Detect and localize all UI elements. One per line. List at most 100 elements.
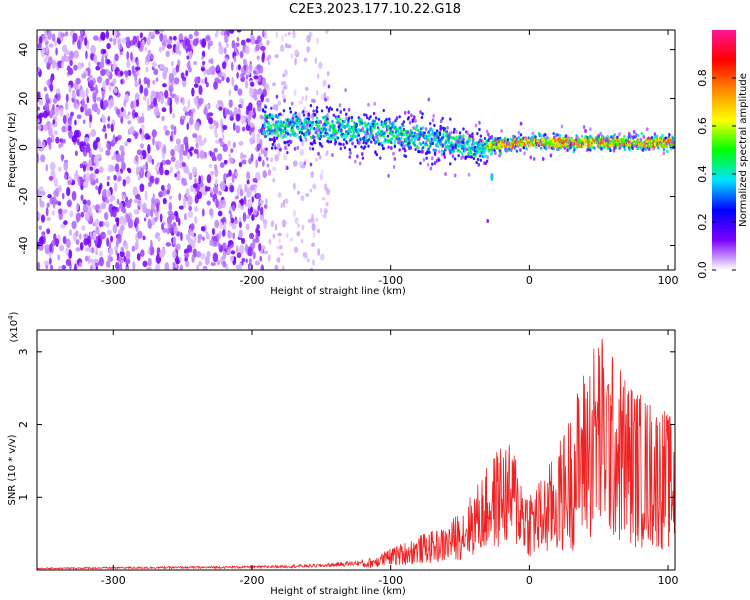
heatmap-blob [422, 145, 425, 150]
heatmap-blob [485, 159, 489, 163]
heatmap-blob [82, 199, 87, 205]
heatmap-blob [583, 144, 587, 148]
heatmap-blob [466, 131, 469, 136]
heatmap-blob [238, 161, 243, 168]
heatmap-blob [104, 132, 108, 140]
heatmap-blob [323, 92, 327, 99]
heatmap-blob [200, 253, 206, 260]
heatmap-blob [96, 96, 102, 102]
heatmap-blob [242, 212, 247, 222]
heatmap-blob [442, 135, 445, 140]
heatmap-blob [62, 114, 67, 124]
heatmap-blob [67, 55, 71, 62]
heatmap-blob [256, 64, 262, 70]
heatmap-blob [63, 220, 68, 226]
heatmap-blob [267, 254, 271, 262]
heatmap-blob [84, 103, 88, 112]
heatmap-blob [59, 138, 64, 143]
heatmap-blob [320, 94, 324, 101]
heatmap-blob [318, 61, 323, 69]
heatmap-blob [256, 136, 260, 145]
heatmap-blob [194, 76, 199, 85]
heatmap-blob [280, 202, 283, 209]
heatmap-blob [79, 89, 85, 98]
heatmap-blob [238, 221, 242, 229]
heatmap-blob [37, 261, 41, 270]
heatmap-blob [266, 163, 270, 168]
heatmap-blob [93, 54, 98, 64]
heatmap-blob [192, 183, 198, 189]
heatmap-blob [327, 84, 331, 89]
heatmap-blob [313, 135, 316, 139]
heatmap-blob [323, 183, 328, 191]
heatmap-blob [295, 115, 298, 119]
heatmap-blob [162, 83, 167, 88]
heatmap-blob [257, 229, 261, 237]
heatmap-blob [122, 206, 126, 214]
heatmap-blob [379, 156, 382, 160]
heatmap-blob [126, 59, 131, 69]
heatmap-blob [330, 107, 333, 112]
heatmap-blob [492, 145, 496, 149]
heatmap-blob [436, 144, 440, 148]
heatmap-blob [231, 39, 236, 49]
heatmap-blob [438, 158, 441, 162]
heatmap-blob [39, 235, 45, 246]
heatmap-blob [248, 232, 255, 239]
heatmap-blob [281, 35, 284, 42]
x-tick-label: -300 [101, 274, 126, 287]
heatmap-blob [429, 121, 432, 126]
heatmap-blob [228, 169, 232, 177]
heatmap-blob [126, 138, 132, 143]
heatmap-blob [484, 161, 487, 166]
heatmap-blob [407, 116, 410, 120]
heatmap-blob [628, 148, 632, 152]
heatmap-blob [452, 149, 455, 153]
heatmap-blob [453, 157, 457, 161]
heatmap-blob [354, 145, 357, 149]
heatmap-blob [169, 105, 173, 115]
heatmap-blob [560, 124, 564, 129]
heatmap-blob [198, 261, 203, 267]
heatmap-blob [65, 238, 71, 249]
heatmap-blob [671, 136, 675, 140]
heatmap-blob [283, 69, 288, 77]
heatmap-blob [194, 177, 197, 185]
heatmap-blob [321, 169, 324, 173]
x-tick-label: 0 [526, 574, 533, 587]
heatmap-blob [268, 131, 272, 135]
heatmap-blob [123, 70, 129, 75]
heatmap-blob [164, 169, 170, 176]
heatmap-blob [672, 140, 675, 145]
heatmap-blob [270, 146, 274, 150]
heatmap-blob [172, 35, 177, 41]
heatmap-blob [349, 130, 353, 134]
heatmap-blob [226, 43, 229, 48]
heatmap-blob [80, 194, 84, 201]
heatmap-blob [286, 129, 289, 133]
heatmap-blob [185, 69, 189, 77]
heatmap-blob [499, 152, 503, 156]
heatmap-blob [272, 136, 276, 140]
heatmap-blob [308, 146, 312, 151]
heatmap-blob [146, 152, 150, 162]
heatmap-blob [71, 135, 78, 143]
heatmap-blob [366, 131, 369, 136]
heatmap-blob [160, 95, 164, 105]
heatmap-blob [236, 72, 240, 79]
heatmap-blob [317, 151, 320, 156]
heatmap-blob [394, 119, 397, 123]
heatmap-blob [294, 49, 299, 55]
heatmap-blob [80, 211, 85, 218]
heatmap-blob [146, 78, 150, 85]
y-axis-label: Frequency (Hz) [7, 112, 18, 188]
heatmap-blob [248, 102, 253, 111]
heatmap-blob [266, 129, 269, 133]
heatmap-blob [661, 133, 664, 138]
heatmap-blob [137, 40, 141, 49]
heatmap-blob [306, 258, 311, 263]
heatmap-blob [65, 93, 69, 103]
heatmap-blob [320, 109, 324, 113]
heatmap-blob [75, 103, 79, 110]
